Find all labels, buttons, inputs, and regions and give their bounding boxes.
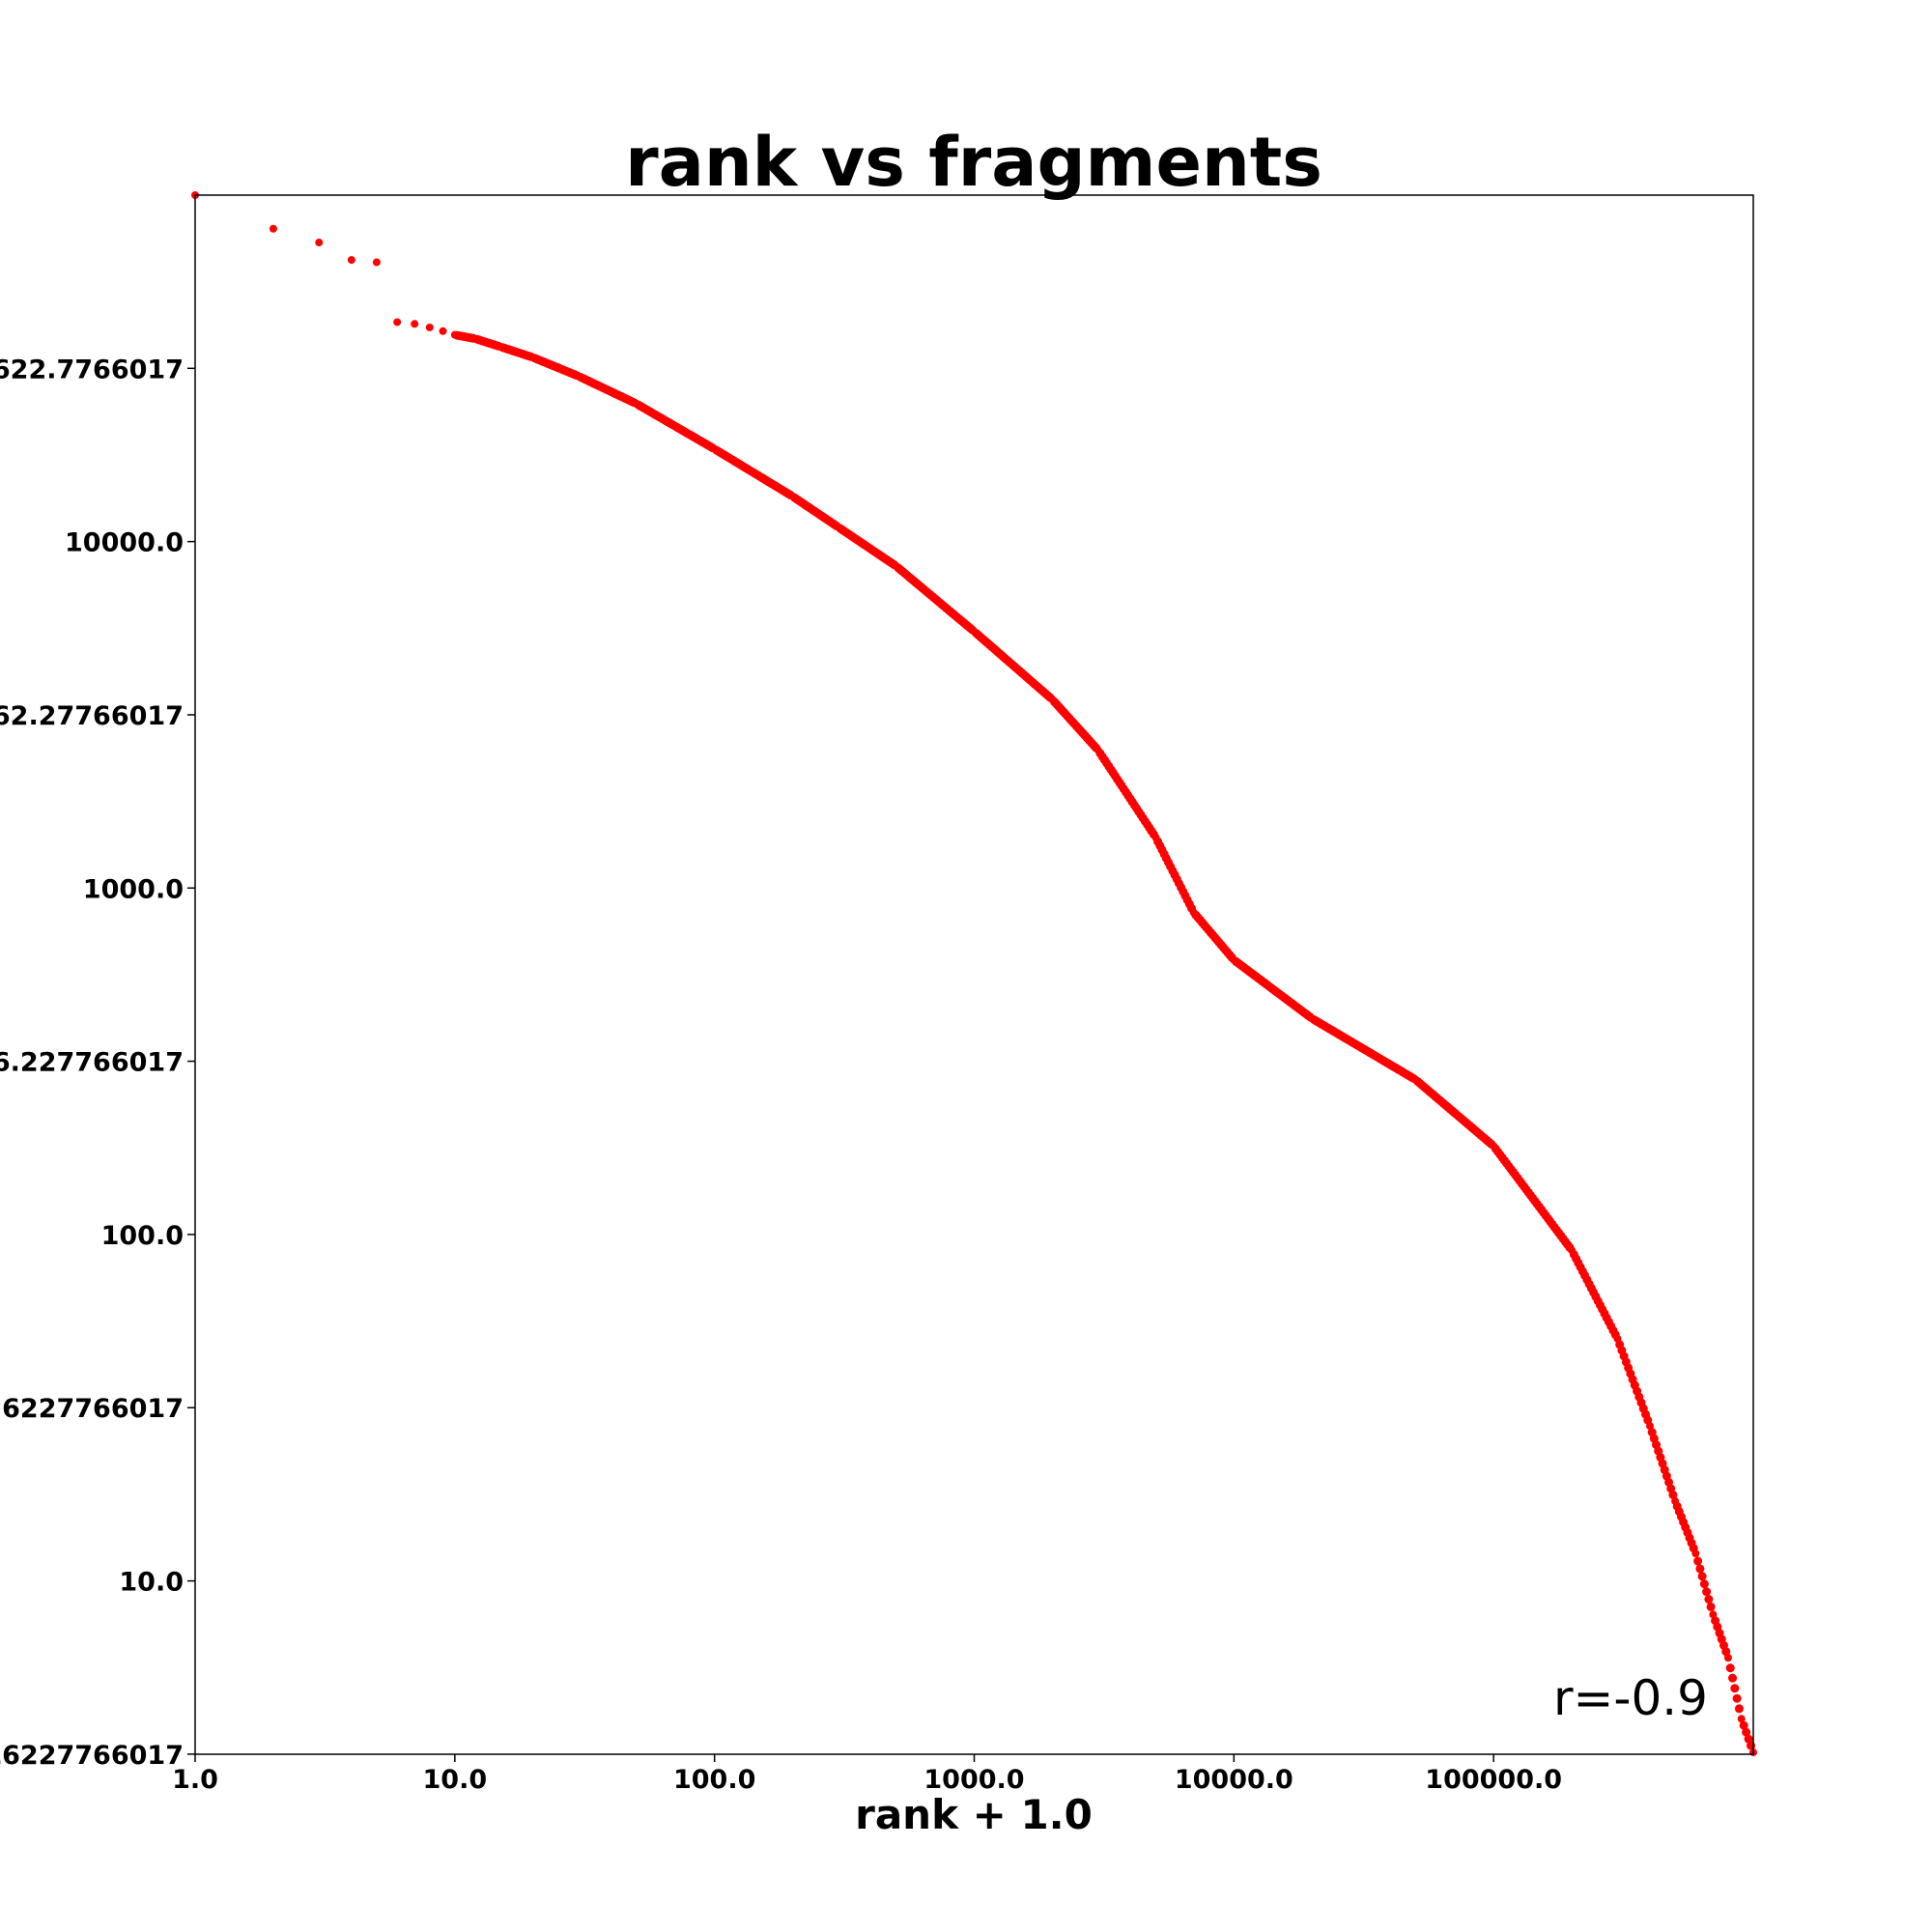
chart-title: rank vs fragments [625,123,1322,202]
data-point [1725,1663,1735,1673]
data-point [1693,1556,1703,1566]
y-tick-label: 3162.27766017 [0,701,184,731]
y-tick-label: 31.6227766017 [0,1394,184,1424]
data-point [269,224,277,233]
y-tick-label: 10000.0 [65,528,184,558]
data-point [315,239,324,247]
data-point [1732,1693,1742,1703]
data-point [1695,1564,1705,1574]
plot-frame [194,194,1754,1755]
data-point [1706,1602,1716,1611]
y-tick-label: 316.227766017 [0,1048,184,1078]
data-point [1721,1647,1731,1657]
x-tick-label: 10.0 [423,1765,488,1795]
data-point [1734,1704,1744,1714]
data-point [1668,1490,1678,1499]
x-axis: 1.0 10.0 100.0 1000.0 10000.0 100000.0 [172,1754,1562,1795]
x-axis-label: rank + 1.0 [855,1791,1093,1838]
data-point [439,327,447,335]
data-point [347,256,355,265]
data-point [393,318,402,327]
data-point [1723,1654,1732,1662]
y-tick-label: 10.0 [119,1568,184,1598]
data-point [1742,1727,1751,1737]
data-point [372,258,381,267]
correlation-annotation: r=-0.9 [1553,1670,1708,1726]
data-point [1739,1720,1748,1730]
y-tick-label: 3.16227766017 [0,1741,184,1771]
data-point [425,323,434,331]
data-point [1702,1587,1712,1597]
x-tick-label: 10000.0 [1175,1765,1293,1795]
data-points [191,191,1757,1757]
x-tick-label: 100000.0 [1425,1765,1562,1795]
data-point [1728,1673,1738,1683]
y-tick-label: 1000.0 [83,874,184,904]
data-point [1704,1595,1714,1605]
y-tick-label: 31622.7766017 [0,355,184,384]
data-point [1691,1549,1700,1558]
x-tick-label: 1.0 [172,1765,218,1795]
data-point [1697,1572,1707,1581]
x-tick-label: 100.0 [673,1765,755,1795]
data-point [411,320,419,328]
data-point [1737,1715,1746,1723]
y-axis: 3.16227766017 10.0 31.6227766017 100.0 316.2… [0,355,195,1771]
data-point [1730,1684,1740,1693]
data-point [1744,1734,1753,1744]
x-tick-label: 1000.0 [923,1765,1024,1795]
data-point [1699,1579,1709,1589]
y-tick-label: 100.0 [101,1221,184,1251]
